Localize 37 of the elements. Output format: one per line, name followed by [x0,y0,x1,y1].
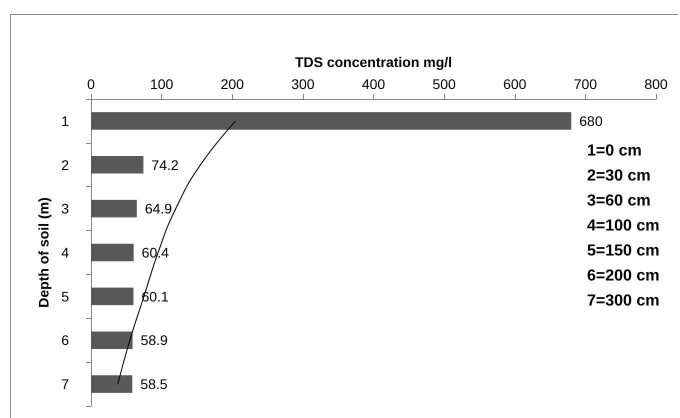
x-axis-title: TDS concentration mg/l [294,54,452,70]
annotation: 2=30 cm [587,168,651,184]
x-tick-label: 300 [291,76,315,92]
annotation: 5=150 cm [587,242,660,260]
data-label: 64.9 [144,200,172,217]
y-tick-label: 6 [61,332,70,348]
annotation: 7=300 cm [587,292,660,310]
y-tick-label: 3 [61,200,70,217]
x-tick-label: 200 [220,76,244,92]
data-label: 680 [579,112,603,129]
bar [91,156,144,174]
x-tick-label: 100 [150,76,174,92]
bar [91,244,134,262]
annotation: 3=60 cm [587,192,651,210]
x-tick-label: 800 [644,76,668,92]
annotation: 1=0 cm [587,142,642,160]
bar [91,200,137,218]
x-tick-label: 700 [574,76,598,92]
annotation: 6=200 cm [587,268,660,284]
bar [91,331,133,349]
x-tick-label: 500 [432,76,456,92]
bar [91,288,134,306]
y-tick-label: 7 [61,376,70,392]
annotation: 4=100 cm [587,218,660,234]
x-tick-label: 600 [503,76,527,92]
y-tick-label: 4 [61,244,70,260]
data-label: 58.9 [140,332,168,348]
data-label: 58.5 [140,376,168,392]
data-label: 74.2 [151,156,179,173]
x-tick-label: 400 [362,76,386,92]
bar [91,375,132,393]
y-tick-label: 2 [61,156,70,173]
y-tick-label: 1 [61,112,70,129]
x-tick-label: 0 [87,76,96,92]
y-tick-label: 5 [61,288,70,304]
y-axis-title: Depth of soil (m) [35,197,52,308]
bar [91,112,572,130]
